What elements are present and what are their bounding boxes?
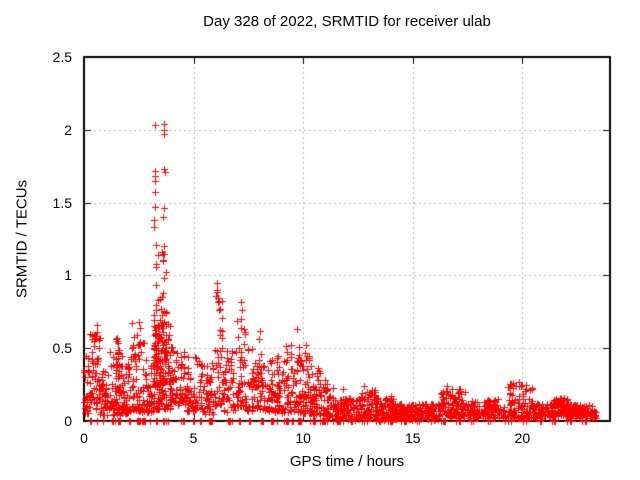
x-tick-label: 15 xyxy=(404,430,421,446)
y-tick-label: 0.5 xyxy=(52,340,72,357)
y-tick-label: 0 xyxy=(64,413,72,429)
x-tick-label: 5 xyxy=(189,430,198,446)
y-tick-label: 1.5 xyxy=(52,194,72,211)
y-tick-label: 2 xyxy=(64,121,72,138)
y-tick-label: 1 xyxy=(64,267,72,284)
x-tick-label: 0 xyxy=(80,430,88,446)
x-tick-label: 10 xyxy=(295,430,311,446)
x-tick-label: 20 xyxy=(514,430,531,446)
y-tick-label: 2.5 xyxy=(52,49,72,65)
